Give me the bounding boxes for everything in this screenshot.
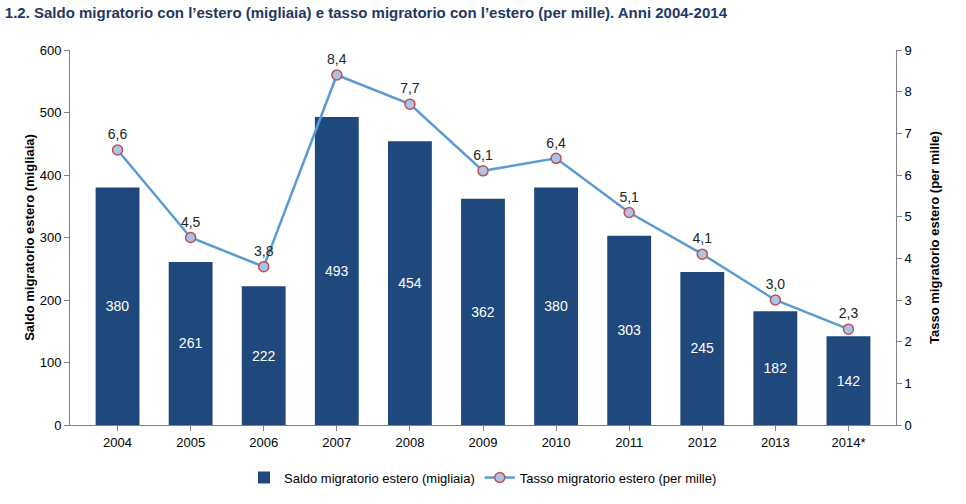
svg-text:1.2. Saldo migratorio con l’es: 1.2. Saldo migratorio con l’estero (migl… (5, 4, 728, 21)
svg-text:Tasso migratorio estero (per m: Tasso migratorio estero (per mille) (520, 471, 717, 486)
svg-text:493: 493 (325, 263, 349, 279)
svg-text:0: 0 (905, 418, 912, 433)
svg-text:7: 7 (905, 126, 912, 141)
svg-text:182: 182 (764, 360, 788, 376)
svg-text:600: 600 (40, 43, 62, 58)
svg-text:2006: 2006 (249, 435, 278, 450)
svg-text:2012: 2012 (688, 435, 717, 450)
svg-text:2008: 2008 (395, 435, 424, 450)
svg-text:100: 100 (40, 355, 62, 370)
svg-text:2014*: 2014* (831, 435, 865, 450)
svg-text:Saldo migratorio estero (migli: Saldo migratorio estero (migliaia) (284, 471, 475, 486)
svg-text:6: 6 (905, 168, 912, 183)
svg-text:362: 362 (471, 304, 495, 320)
svg-text:3,8: 3,8 (254, 243, 274, 259)
svg-text:200: 200 (40, 293, 62, 308)
svg-text:500: 500 (40, 105, 62, 120)
svg-text:2: 2 (905, 334, 912, 349)
svg-text:142: 142 (837, 373, 861, 389)
svg-text:2,3: 2,3 (839, 305, 859, 321)
svg-text:4,5: 4,5 (181, 214, 201, 230)
svg-text:8: 8 (905, 84, 912, 99)
svg-text:Tasso migratorio estero (per m: Tasso migratorio estero (per mille) (927, 131, 942, 344)
svg-text:7,7: 7,7 (400, 80, 420, 96)
svg-text:400: 400 (40, 168, 62, 183)
svg-text:245: 245 (690, 340, 714, 356)
svg-text:2004: 2004 (103, 435, 132, 450)
svg-text:6,4: 6,4 (546, 135, 566, 151)
svg-text:380: 380 (544, 298, 568, 314)
svg-text:1: 1 (905, 376, 912, 391)
svg-text:4: 4 (905, 251, 912, 266)
svg-text:2005: 2005 (176, 435, 205, 450)
svg-text:380: 380 (106, 298, 130, 314)
svg-text:3: 3 (905, 293, 912, 308)
svg-text:8,4: 8,4 (327, 51, 347, 67)
svg-text:0: 0 (54, 418, 61, 433)
svg-text:2007: 2007 (322, 435, 351, 450)
svg-text:2011: 2011 (615, 435, 643, 450)
svg-text:Saldo migratorio estero (migli: Saldo migratorio estero (migliaia) (22, 134, 37, 341)
svg-text:3,0: 3,0 (766, 276, 786, 292)
svg-text:454: 454 (398, 275, 422, 291)
svg-text:5: 5 (905, 209, 912, 224)
svg-text:4,1: 4,1 (693, 230, 713, 246)
svg-text:261: 261 (179, 335, 203, 351)
svg-text:300: 300 (40, 230, 62, 245)
svg-text:2013: 2013 (761, 435, 790, 450)
svg-text:2009: 2009 (469, 435, 498, 450)
svg-text:9: 9 (905, 43, 912, 58)
svg-text:303: 303 (617, 322, 641, 338)
svg-text:6,6: 6,6 (108, 126, 128, 142)
svg-text:6,1: 6,1 (473, 147, 493, 163)
svg-text:5,1: 5,1 (619, 189, 639, 205)
svg-text:2010: 2010 (542, 435, 571, 450)
svg-text:222: 222 (252, 348, 276, 364)
